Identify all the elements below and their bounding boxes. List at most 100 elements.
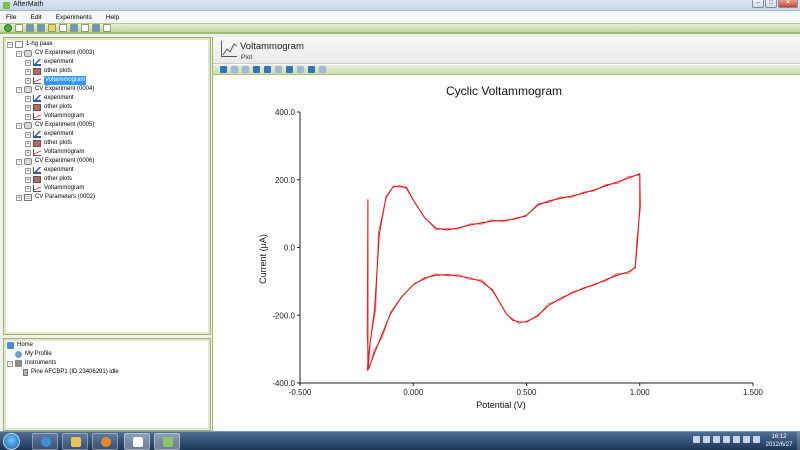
menu-experiments[interactable]: Experiments bbox=[55, 13, 92, 21]
expand-toggle-icon[interactable]: + bbox=[25, 59, 31, 66]
menu-help[interactable]: Help bbox=[105, 13, 120, 21]
close-button[interactable]: ✕ bbox=[778, 0, 798, 8]
folder-icon bbox=[33, 68, 41, 75]
cursor-icon[interactable] bbox=[242, 66, 249, 73]
tree-item-other-plots[interactable]: + other plots bbox=[25, 103, 72, 112]
collapse-toggle-icon[interactable]: − bbox=[16, 50, 22, 57]
folder-icon[interactable] bbox=[48, 24, 56, 32]
expand-toggle-icon[interactable]: + bbox=[25, 95, 31, 102]
tree-item-label: experiment bbox=[44, 167, 74, 173]
expand-toggle-icon[interactable]: + bbox=[25, 131, 31, 138]
experiment-tree[interactable]: − 1-hg paax − CV Experiment (0003) + exp… bbox=[3, 37, 211, 335]
clock[interactable]: 16:12 2012/6/27 bbox=[762, 433, 796, 449]
tree-item-other-plots[interactable]: + other plots bbox=[25, 67, 72, 76]
save-icon[interactable] bbox=[37, 24, 45, 32]
x-axis-label: Potential (V) bbox=[476, 400, 526, 410]
collapse-toggle-icon[interactable]: − bbox=[16, 86, 22, 93]
tree-item-experiment[interactable]: + experiment bbox=[25, 58, 74, 67]
expand-toggle-icon[interactable]: + bbox=[25, 77, 31, 84]
help-icon[interactable] bbox=[703, 436, 710, 443]
tree-root[interactable]: − 1-hg paax bbox=[7, 40, 53, 49]
expand-toggle-icon[interactable]: + bbox=[25, 68, 31, 75]
y-axis-label: Current (μA) bbox=[258, 234, 268, 284]
zoom-in-icon[interactable] bbox=[253, 66, 260, 73]
device-icon bbox=[23, 369, 28, 376]
open-icon[interactable] bbox=[26, 24, 34, 32]
language-icon[interactable] bbox=[693, 436, 700, 443]
network-icon[interactable] bbox=[743, 436, 750, 443]
cut-icon[interactable] bbox=[59, 24, 67, 32]
select-icon[interactable] bbox=[220, 66, 227, 73]
plot-header: Voltammogram Plot bbox=[213, 37, 800, 64]
folder-icon bbox=[33, 104, 41, 111]
maximize-button[interactable]: □ bbox=[765, 0, 777, 8]
expand-toggle-icon[interactable]: + bbox=[16, 194, 22, 201]
pointer-icon[interactable] bbox=[231, 66, 238, 73]
zoom-out-icon[interactable] bbox=[264, 66, 271, 73]
tree-item-other-plots[interactable]: + other plots bbox=[25, 175, 72, 184]
run-icon[interactable] bbox=[4, 24, 12, 32]
taskbar-media[interactable] bbox=[92, 433, 118, 450]
keyboard-icon[interactable] bbox=[713, 436, 720, 443]
window-titlebar[interactable]: AfterMath – □ ✕ bbox=[0, 0, 800, 11]
expand-toggle-icon[interactable]: + bbox=[25, 113, 31, 120]
menu-file[interactable]: File bbox=[6, 13, 17, 21]
collapse-toggle-icon[interactable]: − bbox=[16, 158, 22, 165]
expand-toggle-icon[interactable]: + bbox=[25, 176, 31, 183]
home-panel[interactable]: Home My Profile − Instruments Pine AFCBP… bbox=[3, 338, 211, 431]
taskbar-browser[interactable] bbox=[32, 433, 58, 450]
profile-item[interactable]: My Profile bbox=[15, 350, 52, 359]
expand-toggle-icon[interactable]: + bbox=[25, 167, 31, 174]
y-tick-label: 200.0 bbox=[275, 176, 296, 185]
tree-item-voltammogram[interactable]: + Voltammogram bbox=[25, 148, 84, 157]
tree-item-experiment[interactable]: + experiment bbox=[25, 130, 74, 139]
home-item[interactable]: Home bbox=[7, 341, 33, 350]
new-icon[interactable] bbox=[15, 24, 23, 32]
y-tick-label: -200.0 bbox=[272, 311, 295, 320]
tree-item-experiment-0005[interactable]: − CV Experiment (0005) bbox=[16, 121, 94, 130]
copy-icon[interactable] bbox=[70, 24, 78, 32]
paste-icon[interactable] bbox=[81, 24, 89, 32]
tree-item-experiment-0004[interactable]: − CV Experiment (0004) bbox=[16, 85, 94, 94]
flag-icon[interactable] bbox=[733, 436, 740, 443]
folder-icon bbox=[33, 140, 41, 147]
taskbar-aftermath-docs[interactable] bbox=[124, 433, 150, 450]
device-item[interactable]: Pine AFCBP1 (ID 23406291) idle bbox=[23, 368, 119, 377]
copy-icon[interactable] bbox=[297, 66, 304, 73]
pan-icon[interactable] bbox=[275, 66, 282, 73]
show-desktop-button[interactable] bbox=[797, 432, 800, 450]
volume-icon[interactable] bbox=[753, 436, 760, 443]
collapse-toggle-icon[interactable]: − bbox=[16, 122, 22, 129]
tree-item-experiment[interactable]: + experiment bbox=[25, 166, 74, 175]
start-button[interactable] bbox=[3, 433, 20, 450]
menu-edit[interactable]: Edit bbox=[30, 13, 42, 21]
tree-item-voltammogram[interactable]: + Voltammogram bbox=[25, 184, 84, 193]
voltammogram-chart[interactable]: Cyclic Voltammogram -0.500 0.000 0.500 1.00… bbox=[213, 77, 800, 431]
print-icon[interactable] bbox=[286, 66, 293, 73]
minimize-button[interactable]: – bbox=[752, 0, 764, 8]
settings-icon[interactable] bbox=[92, 24, 100, 32]
settings-icon[interactable] bbox=[723, 436, 730, 443]
folder-icon bbox=[33, 176, 41, 183]
x-tick-label: 1.500 bbox=[743, 388, 764, 397]
expand-toggle-icon[interactable]: + bbox=[25, 149, 31, 156]
collapse-toggle-icon[interactable]: − bbox=[7, 41, 13, 48]
collapse-toggle-icon[interactable]: − bbox=[7, 360, 13, 367]
export-icon[interactable] bbox=[308, 66, 315, 73]
home-view-icon[interactable] bbox=[319, 66, 326, 73]
tree-item-other-plots[interactable]: + other plots bbox=[25, 139, 72, 148]
tree-item-voltammogram[interactable]: + Voltammogram bbox=[25, 112, 84, 121]
voltammogram-icon bbox=[33, 185, 41, 192]
taskbar-explorer[interactable] bbox=[62, 433, 88, 450]
tree-item-experiment-0003[interactable]: − CV Experiment (0003) bbox=[16, 49, 94, 58]
tree-item-experiment-0006[interactable]: − CV Experiment (0006) bbox=[16, 157, 94, 166]
tree-item-cv-parameters[interactable]: + CV Parameters (0002) bbox=[16, 193, 95, 202]
instruments-item[interactable]: − Instruments bbox=[7, 359, 56, 368]
taskbar-aftermath[interactable] bbox=[154, 433, 180, 450]
help-icon[interactable] bbox=[103, 24, 111, 32]
tree-item-experiment[interactable]: + experiment bbox=[25, 94, 74, 103]
expand-toggle-icon[interactable]: + bbox=[25, 104, 31, 111]
expand-toggle-icon[interactable]: + bbox=[25, 140, 31, 147]
expand-toggle-icon[interactable]: + bbox=[25, 185, 31, 192]
tree-item-voltammogram[interactable]: + Voltammogram bbox=[25, 76, 87, 85]
